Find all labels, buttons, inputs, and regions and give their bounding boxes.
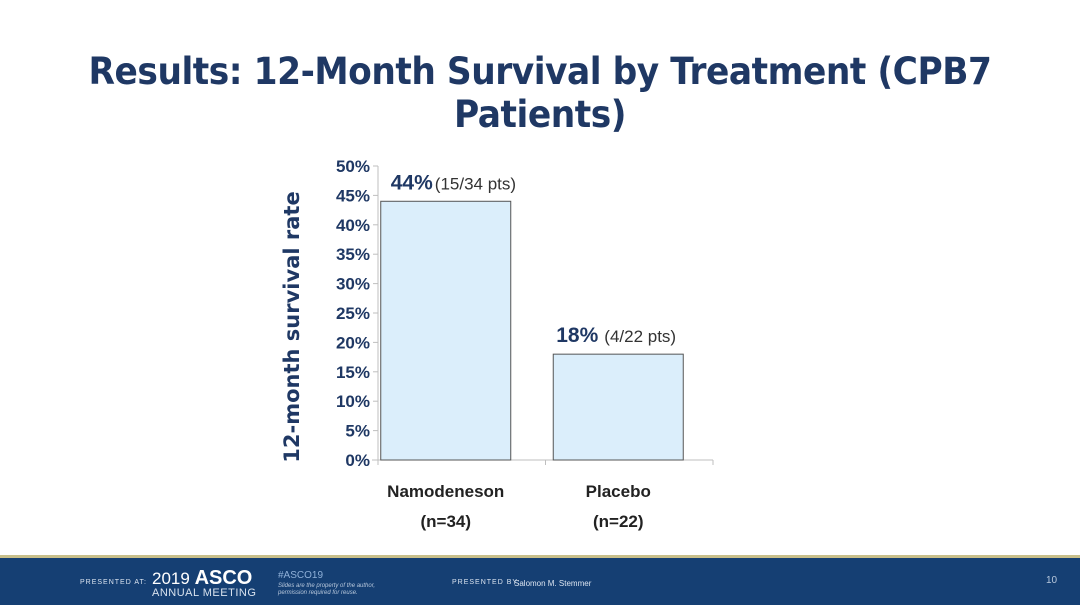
slide-title: Results: 12-Month Survival by Treatment … — [88, 50, 992, 136]
meeting-subtitle: ANNUAL MEETING — [152, 587, 257, 599]
y-tick-label: 30% — [336, 275, 370, 294]
footer: PRESENTED AT: 2019 ASCO ANNUAL MEETING #… — [0, 558, 1080, 605]
data-label-value: 18% — [556, 324, 598, 347]
data-label-count: (4/22 pts) — [604, 327, 676, 346]
presented-by-label: PRESENTED BY: — [452, 579, 521, 586]
x-category-label: Placebo — [586, 482, 651, 501]
meeting-name: ASCO — [194, 567, 253, 589]
hashtag: #ASCO19 — [278, 570, 324, 581]
x-category-sublabel: (n=22) — [593, 512, 644, 531]
data-label: 44% (15/34 pts) — [391, 171, 516, 194]
presented-at-label: PRESENTED AT: — [80, 579, 147, 586]
y-tick-label: 20% — [336, 333, 370, 352]
y-axis-title: 12-month survival rate — [280, 191, 304, 462]
asco-logo: 2019 ASCO — [152, 567, 252, 590]
x-category-label: Namodeneson — [387, 482, 504, 501]
y-tick-label: 0% — [345, 451, 370, 470]
data-label: 18% (4/22 pts) — [556, 324, 676, 347]
footer-divider — [0, 555, 1080, 558]
y-tick-label: 45% — [336, 186, 370, 205]
y-tick-label: 50% — [336, 157, 370, 176]
y-tick-label: 35% — [336, 245, 370, 264]
copyright-note: Slides are the property of the author, p… — [278, 583, 376, 596]
y-tick-label: 15% — [336, 363, 370, 382]
data-label-count: (15/34 pts) — [435, 174, 516, 193]
y-tick-label: 5% — [345, 422, 370, 441]
x-category-sublabel: (n=34) — [420, 512, 471, 531]
y-tick-label: 40% — [336, 216, 370, 235]
meeting-year: 2019 — [152, 569, 190, 588]
data-label-value: 44% — [391, 171, 433, 194]
bar-chart: 0% 5% 10% 15% 20% 25% 30% 35% 40% 45% 50% 12-month … — [280, 157, 714, 531]
y-tick-label: 10% — [336, 392, 370, 411]
bar-namodeneson — [380, 200, 512, 461]
page-number: 10 — [1046, 575, 1058, 586]
bar-placebo — [552, 353, 684, 461]
y-tick-label: 25% — [336, 304, 370, 323]
presenter-name: Salomon M. Stemmer — [514, 579, 592, 588]
